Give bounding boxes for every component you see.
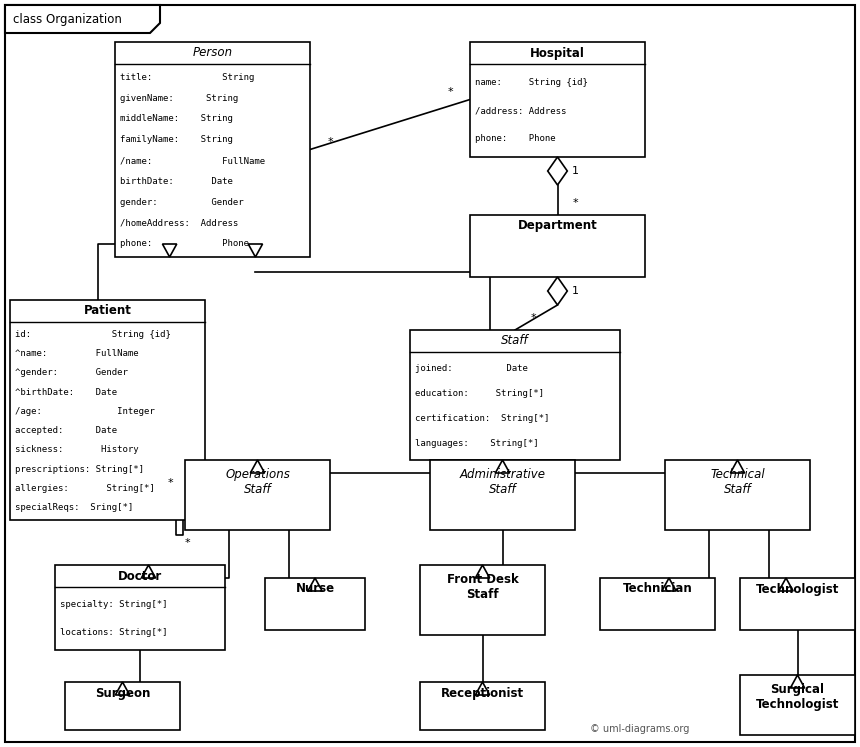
Text: Person: Person <box>193 46 232 60</box>
Bar <box>430 460 575 530</box>
Text: Surgical
Technologist: Surgical Technologist <box>756 683 839 711</box>
Bar <box>10 300 205 520</box>
Text: joined:          Date: joined: Date <box>415 364 528 373</box>
Text: title:             String: title: String <box>120 73 255 82</box>
Bar <box>65 682 180 730</box>
Text: ^name:         FullName: ^name: FullName <box>15 349 138 359</box>
Text: Receptionist: Receptionist <box>441 686 524 699</box>
Bar <box>265 578 365 630</box>
Bar <box>665 460 810 530</box>
Text: *: * <box>447 87 453 96</box>
Text: *: * <box>185 538 191 548</box>
Text: Doctor: Doctor <box>118 569 163 583</box>
Text: /age:              Integer: /age: Integer <box>15 407 155 416</box>
Text: Staff: Staff <box>501 335 529 347</box>
Polygon shape <box>5 5 160 33</box>
Text: id:               String {id}: id: String {id} <box>15 330 171 339</box>
Bar <box>740 675 855 735</box>
Text: /address: Address: /address: Address <box>475 106 567 115</box>
Text: 1: 1 <box>572 286 579 296</box>
Text: 1: 1 <box>572 166 579 176</box>
Text: Patient: Patient <box>83 305 132 317</box>
Bar <box>420 682 545 730</box>
Text: middleName:    String: middleName: String <box>120 114 233 123</box>
Text: phone:    Phone: phone: Phone <box>475 134 556 143</box>
Bar <box>115 42 310 257</box>
Polygon shape <box>548 277 568 305</box>
Text: Hospital: Hospital <box>530 46 585 60</box>
Text: Operations
Staff: Operations Staff <box>225 468 290 496</box>
Text: education:     String[*]: education: String[*] <box>415 389 544 398</box>
Text: gender:          Gender: gender: Gender <box>120 197 243 206</box>
Text: givenName:      String: givenName: String <box>120 93 238 103</box>
Text: specialty: String[*]: specialty: String[*] <box>60 601 168 610</box>
Bar <box>420 565 545 635</box>
Text: *: * <box>530 313 536 323</box>
Text: Surgeon: Surgeon <box>95 686 150 699</box>
Text: *: * <box>327 137 333 146</box>
Text: birthDate:       Date: birthDate: Date <box>120 177 233 186</box>
Bar <box>740 578 855 630</box>
Text: Nurse: Nurse <box>296 583 335 595</box>
Text: *: * <box>167 478 173 488</box>
Text: Technologist: Technologist <box>756 583 839 595</box>
Text: class Organization: class Organization <box>13 13 122 25</box>
Text: Department: Department <box>518 220 598 232</box>
Text: locations: String[*]: locations: String[*] <box>60 627 168 636</box>
Text: *: * <box>573 198 578 208</box>
Text: Technician: Technician <box>623 583 692 595</box>
Text: name:     String {id}: name: String {id} <box>475 78 588 87</box>
Text: languages:    String[*]: languages: String[*] <box>415 439 538 448</box>
Bar <box>600 578 715 630</box>
Text: ^birthDate:    Date: ^birthDate: Date <box>15 388 117 397</box>
Polygon shape <box>548 157 568 185</box>
Text: Administrative
Staff: Administrative Staff <box>459 468 545 496</box>
Text: phone:             Phone: phone: Phone <box>120 239 249 248</box>
Text: © uml-diagrams.org: © uml-diagrams.org <box>590 724 690 734</box>
Bar <box>470 215 645 277</box>
Bar <box>185 460 330 530</box>
Text: prescriptions: String[*]: prescriptions: String[*] <box>15 465 144 474</box>
Text: sickness:       History: sickness: History <box>15 445 138 454</box>
Text: /homeAddress:  Address: /homeAddress: Address <box>120 218 238 227</box>
Bar <box>55 565 225 650</box>
Bar <box>410 330 620 460</box>
Text: accepted:      Date: accepted: Date <box>15 426 117 435</box>
Text: specialReqs:  Sring[*]: specialReqs: Sring[*] <box>15 503 133 512</box>
Text: Front Desk
Staff: Front Desk Staff <box>446 573 519 601</box>
Text: familyName:    String: familyName: String <box>120 135 233 144</box>
Text: ^gender:       Gender: ^gender: Gender <box>15 368 128 377</box>
Text: allergies:       String[*]: allergies: String[*] <box>15 484 155 493</box>
Bar <box>470 42 645 157</box>
Text: /name:             FullName: /name: FullName <box>120 156 265 165</box>
Text: certification:  String[*]: certification: String[*] <box>415 414 550 423</box>
Text: Technical
Staff: Technical Staff <box>710 468 765 496</box>
